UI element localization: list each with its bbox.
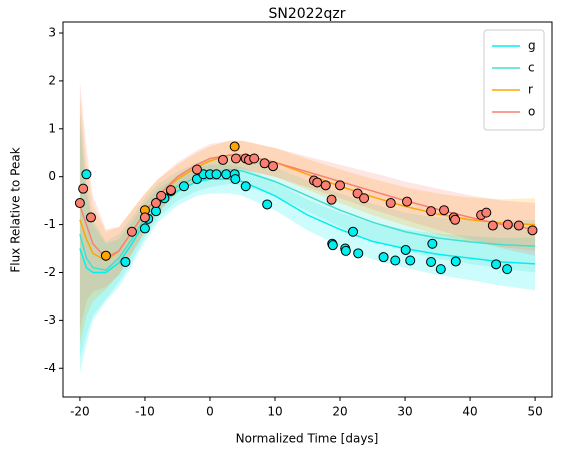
- legend-label: o: [528, 105, 535, 119]
- data-point: [400, 244, 411, 255]
- legend-label: c: [528, 61, 535, 75]
- legend-box: [483, 29, 545, 131]
- data-point: [327, 240, 338, 251]
- x-tick-label: 50: [527, 405, 542, 419]
- data-point: [435, 264, 446, 275]
- data-point: [335, 180, 346, 191]
- data-point: [312, 177, 323, 188]
- plot-area: [74, 80, 538, 374]
- data-point: [513, 220, 524, 231]
- legend-label: g: [528, 39, 536, 53]
- data-point: [126, 226, 137, 237]
- data-point: [249, 153, 260, 164]
- data-point: [426, 256, 437, 267]
- data-point: [81, 169, 92, 180]
- x-tick-label: 0: [206, 405, 214, 419]
- data-point: [405, 255, 416, 266]
- y-tick-label: 3: [48, 26, 56, 40]
- x-tick-label: -10: [135, 405, 155, 419]
- y-tick-label: -1: [44, 217, 56, 231]
- model-line: [79, 178, 536, 274]
- data-point: [230, 153, 241, 164]
- data-point: [487, 220, 498, 231]
- data-point: [359, 193, 370, 204]
- x-tick-label: 30: [397, 405, 412, 419]
- x-tick-label: 40: [462, 405, 477, 419]
- data-point: [156, 190, 167, 201]
- data-point: [165, 185, 176, 196]
- data-point: [450, 256, 461, 267]
- data-point: [120, 256, 131, 267]
- data-point: [378, 252, 389, 263]
- y-tick-label: 1: [48, 121, 56, 135]
- data-point: [74, 198, 85, 209]
- data-point: [348, 226, 359, 237]
- data-point: [217, 154, 228, 165]
- data-point: [427, 238, 438, 249]
- y-tick-label: 2: [48, 73, 56, 87]
- data-point: [320, 180, 331, 191]
- data-point: [262, 199, 273, 210]
- data-point: [78, 183, 89, 194]
- data-point: [426, 206, 437, 217]
- data-point: [527, 225, 538, 236]
- y-tick-label: -2: [44, 265, 56, 279]
- data-point: [139, 223, 150, 234]
- data-point: [439, 205, 450, 216]
- x-axis-label: Normalized Time [days]: [236, 432, 379, 446]
- data-point: [191, 164, 202, 175]
- data-point: [178, 181, 189, 192]
- data-point: [139, 212, 150, 223]
- y-tick-label: -4: [44, 361, 56, 375]
- data-point: [450, 214, 461, 225]
- data-point: [326, 194, 337, 205]
- y-tick-label: 0: [48, 169, 56, 183]
- x-tick-label: -20: [70, 405, 90, 419]
- y-tick-label: -3: [44, 313, 56, 327]
- confidence-band: [79, 124, 536, 374]
- data-point: [491, 259, 502, 270]
- data-point: [211, 169, 222, 180]
- data-point: [240, 181, 251, 192]
- data-point: [340, 245, 351, 256]
- data-point: [502, 264, 513, 275]
- y-axis-label: Flux Relative to Peak: [9, 147, 23, 272]
- data-point: [230, 174, 241, 185]
- x-tick-label: 20: [332, 405, 347, 419]
- data-point: [401, 196, 412, 207]
- chart-title: SN2022qzr: [269, 6, 346, 22]
- plot-frame: [62, 21, 553, 398]
- data-point: [502, 219, 513, 230]
- data-point: [353, 248, 364, 259]
- data-point: [390, 255, 401, 266]
- data-point: [85, 212, 96, 223]
- data-point: [229, 141, 240, 152]
- data-point: [481, 207, 492, 218]
- data-point: [221, 169, 232, 180]
- x-tick-label: 10: [267, 405, 282, 419]
- data-point: [259, 158, 270, 169]
- confidence-band: [79, 95, 536, 345]
- legend-label: r: [528, 83, 533, 97]
- data-point: [150, 198, 161, 209]
- data-point: [385, 198, 396, 209]
- data-point: [100, 250, 111, 261]
- data-point: [268, 161, 279, 172]
